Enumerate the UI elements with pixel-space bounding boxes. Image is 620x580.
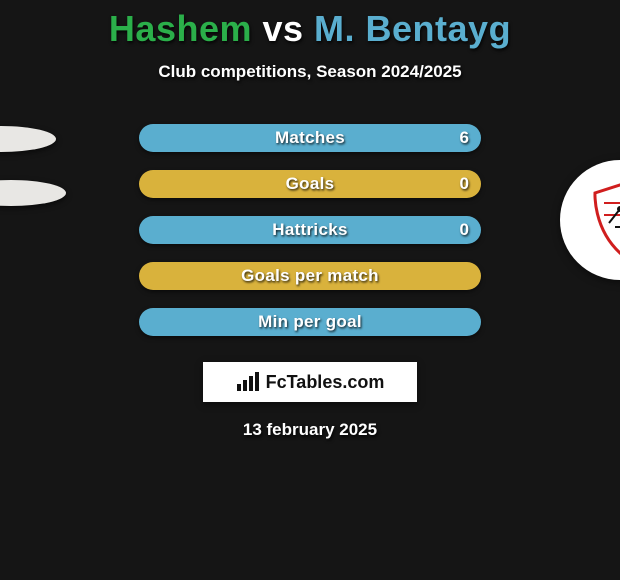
subtitle: Club competitions, Season 2024/2025: [0, 62, 620, 82]
oval-shape: [0, 126, 56, 152]
vs-separator: vs: [252, 8, 314, 49]
stat-rows: Matches 6 Goals 0 Hattricks 0 Goals per …: [0, 124, 620, 336]
bars-icon: [236, 372, 262, 392]
player-b-name: M. Bentayg: [314, 8, 511, 49]
stat-row-hattricks: Hattricks 0: [139, 216, 481, 244]
shield-icon: [589, 183, 620, 257]
stat-value: 0: [460, 174, 469, 194]
stat-row-goals: Goals 0: [139, 170, 481, 198]
stat-label: Min per goal: [258, 312, 362, 332]
stat-row-matches: Matches 6: [139, 124, 481, 152]
oval-shape: [0, 180, 66, 206]
stat-row-min-per-goal: Min per goal: [139, 308, 481, 336]
footer-brand-text: FcTables.com: [266, 372, 385, 393]
left-player-placeholder: [0, 100, 60, 220]
stat-row-goals-per-match: Goals per match: [139, 262, 481, 290]
stat-label: Goals: [286, 174, 335, 194]
stat-value: 6: [460, 128, 469, 148]
footer-brand-box: FcTables.com: [203, 362, 417, 402]
club-badge: [560, 160, 620, 280]
stat-label: Goals per match: [241, 266, 379, 286]
player-a-name: Hashem: [109, 8, 252, 49]
footer-date: 13 february 2025: [0, 420, 620, 440]
stat-label: Hattricks: [272, 220, 347, 240]
stat-label: Matches: [275, 128, 345, 148]
stat-value: 0: [460, 220, 469, 240]
badge-circle: [560, 160, 620, 280]
page-title: Hashem vs M. Bentayg: [0, 0, 620, 50]
